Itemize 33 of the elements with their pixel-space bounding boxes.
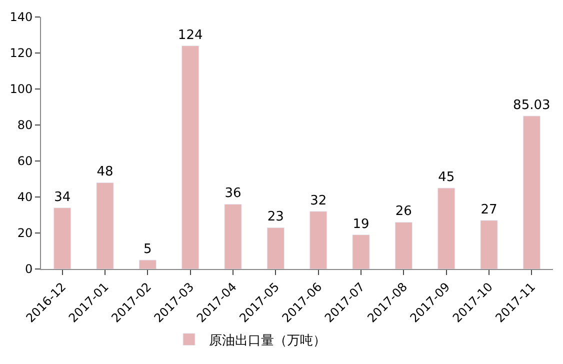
y-tick-label: 100 — [10, 82, 33, 96]
bar — [352, 234, 370, 269]
bar — [266, 227, 284, 269]
data-label: 85.03 — [513, 98, 550, 113]
y-tick-label: 20 — [17, 226, 33, 240]
data-label: 5 — [144, 242, 152, 257]
y-tick-label: 120 — [10, 46, 33, 60]
data-label: 124 — [178, 28, 203, 43]
data-label: 32 — [310, 193, 327, 208]
data-label: 27 — [480, 202, 498, 218]
y-tick-label: 0 — [24, 262, 33, 276]
bar — [96, 182, 114, 269]
bar — [138, 260, 156, 269]
data-label: 45 — [438, 170, 455, 185]
y-tick-label: 40 — [17, 190, 33, 204]
bar — [438, 188, 456, 269]
bar — [224, 204, 242, 269]
bar — [182, 46, 200, 269]
legend-label: 原油出口量（万吨） — [209, 333, 326, 348]
data-label: 26 — [395, 204, 412, 220]
bar — [54, 208, 72, 269]
data-label: 48 — [96, 164, 114, 180]
data-label: 19 — [352, 216, 370, 232]
y-tick-label: 140 — [10, 10, 33, 24]
bar — [310, 211, 328, 269]
bar — [480, 220, 498, 269]
data-label: 36 — [224, 186, 242, 202]
bar — [394, 222, 412, 269]
y-tick-label: 60 — [17, 154, 33, 168]
data-label: 23 — [267, 210, 284, 225]
data-label: 34 — [54, 190, 71, 205]
y-tick-label: 80 — [17, 118, 33, 132]
bar — [522, 116, 540, 269]
